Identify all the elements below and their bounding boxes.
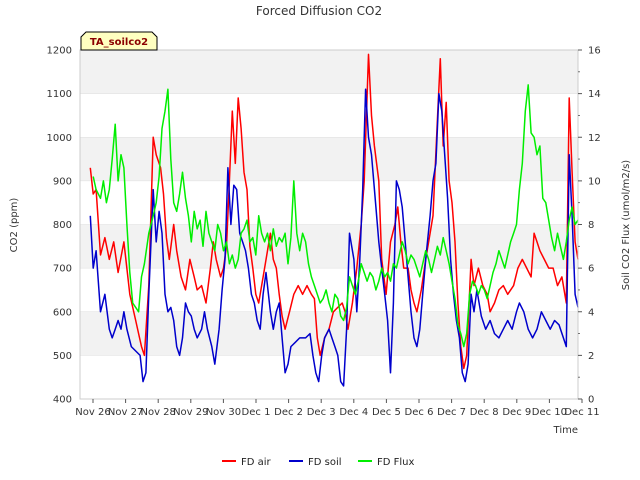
x-tick-label: Nov 29 [173, 407, 208, 418]
y2-tick-label: 12 [588, 133, 601, 144]
plot-background [80, 50, 578, 356]
y2-tick-label: 8 [588, 220, 594, 231]
legend-label: FD soil [308, 457, 342, 468]
y2-tick-label: 0 [588, 395, 594, 406]
legend: FD air FD soil FD Flux [222, 457, 414, 468]
y-tick-label: 500 [53, 351, 72, 362]
x-tick-label: Dec 8 [470, 407, 499, 418]
y2-tick-label: 10 [588, 176, 601, 187]
legend-label: FD air [241, 457, 272, 468]
y2-tick-label: 6 [588, 264, 594, 275]
x-tick-label: Dec 3 [307, 407, 336, 418]
series-line-fd-flux [92, 84, 579, 348]
y-tick-label: 1200 [47, 46, 72, 57]
y2-tick-label: 16 [588, 46, 601, 57]
background-band [80, 50, 578, 94]
y-tick-label: 700 [53, 264, 72, 275]
y2-tick-label: 4 [588, 307, 594, 318]
background-band [80, 311, 578, 356]
badge-box [80, 31, 158, 51]
x-tick-label: Dec 7 [437, 407, 466, 418]
series-lines [89, 53, 579, 387]
x-tick-label: Nov 28 [140, 407, 175, 418]
y-axis-left-label: CO2 (ppm) [9, 198, 20, 253]
y-tick-label: 1000 [47, 133, 72, 144]
y2-tick-label: 14 [588, 89, 601, 100]
x-tick-label: Dec 11 [564, 407, 599, 418]
background-band [80, 137, 578, 181]
x-tick-label: Nov 30 [206, 407, 241, 418]
y2-tick-label: 2 [588, 351, 594, 362]
legend-label: FD Flux [377, 457, 414, 468]
series-line-fd-soil [89, 88, 579, 387]
x-tick-label: Nov 26 [75, 407, 110, 418]
station-badge: TA_soilco2 [80, 31, 158, 51]
y-axis-left-ticks: 400 500 600 700 800 900 1000 1100 1200 [47, 46, 72, 406]
y-tick-label: 600 [53, 307, 72, 318]
chart-title: Forced Diffusion CO2 [256, 4, 382, 18]
x-tick-label: Dec 10 [532, 407, 567, 418]
y-axis-right-ticks: 0 2 4 6 8 10 12 14 16 [578, 46, 601, 406]
y-tick-label: 800 [53, 220, 72, 231]
badge-label: TA_soilco2 [90, 37, 148, 48]
x-tick-label: Dec 6 [405, 407, 434, 418]
y-tick-label: 900 [53, 176, 72, 187]
y-tick-label: 1100 [47, 89, 72, 100]
x-axis-label: Time [553, 425, 578, 436]
x-tick-label: Dec 2 [274, 407, 303, 418]
x-tick-label: Dec 4 [339, 407, 368, 418]
y-tick-label: 400 [53, 395, 72, 406]
x-tick-label: Dec 1 [242, 407, 271, 418]
y-axis-right-label: Soil CO2 Flux (umol/m2/s) [621, 160, 632, 290]
x-tick-label: Dec 9 [502, 407, 531, 418]
x-tick-label: Nov 27 [108, 407, 143, 418]
series-line-fd-air [89, 53, 579, 370]
x-tick-label: Dec 5 [372, 407, 401, 418]
